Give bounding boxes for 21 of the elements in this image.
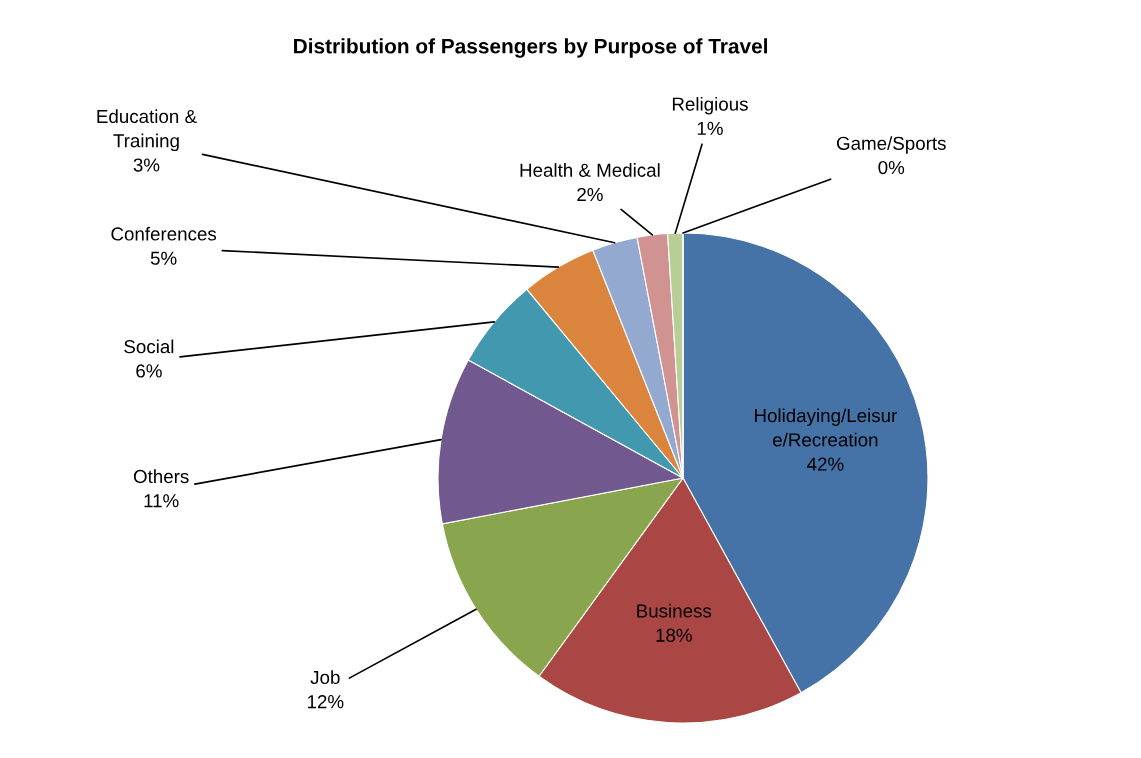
data-label: 5% bbox=[150, 251, 177, 265]
slice-label: Job bbox=[310, 670, 340, 685]
text: 0% bbox=[878, 160, 905, 175]
category-label: Game/Sports bbox=[836, 136, 946, 154]
slice-label: Business bbox=[637, 603, 712, 618]
slice-label: Others bbox=[133, 469, 189, 484]
slice-label: Conferences bbox=[111, 226, 217, 241]
data-label: 6% bbox=[136, 364, 162, 378]
data-label: 12% bbox=[307, 695, 344, 709]
data-label: 42% bbox=[807, 457, 844, 471]
data-label: 3% bbox=[133, 158, 160, 172]
data-label: 11% bbox=[144, 494, 179, 508]
slice-label: Health & Medical bbox=[520, 163, 660, 177]
data-label: 2% bbox=[577, 187, 603, 202]
slice-label: Social bbox=[124, 339, 174, 354]
slice-label: Holidaying/Leisur e/Recreation bbox=[755, 408, 897, 447]
slice-label: Education & Training bbox=[97, 109, 197, 152]
chart-title: Distribution of Passengers by Purpose of Travel bbox=[294, 38, 768, 58]
slice-label: Religious bbox=[672, 96, 748, 115]
data-label: 18% bbox=[656, 628, 692, 642]
data-label: 1% bbox=[697, 121, 723, 135]
